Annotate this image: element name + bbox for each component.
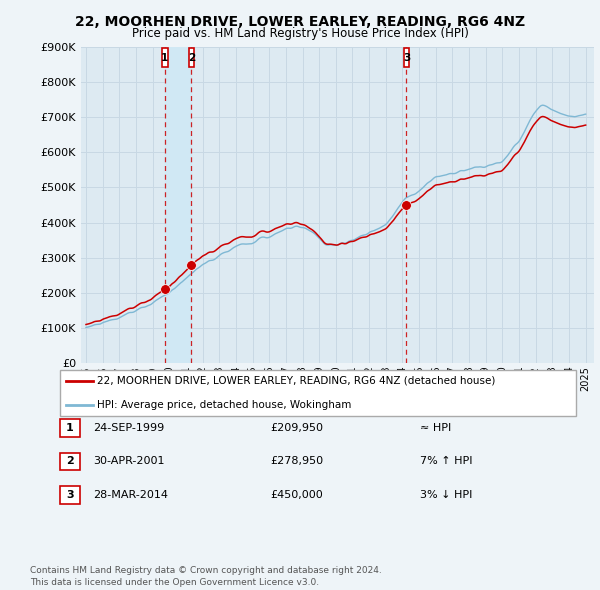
Text: £450,000: £450,000: [270, 490, 323, 500]
Text: 22, MOORHEN DRIVE, LOWER EARLEY, READING, RG6 4NZ (detached house): 22, MOORHEN DRIVE, LOWER EARLEY, READING…: [97, 376, 496, 385]
Text: HPI: Average price, detached house, Wokingham: HPI: Average price, detached house, Woki…: [97, 401, 352, 410]
Text: 3: 3: [403, 53, 410, 63]
Text: 3% ↓ HPI: 3% ↓ HPI: [420, 490, 472, 500]
Text: ≈ HPI: ≈ HPI: [420, 423, 451, 432]
Text: 1: 1: [161, 53, 169, 63]
Bar: [165, 47, 191, 363]
Text: Price paid vs. HM Land Registry's House Price Index (HPI): Price paid vs. HM Land Registry's House …: [131, 27, 469, 40]
Text: 2: 2: [188, 53, 195, 63]
Bar: [188, 48, 194, 67]
Text: 7% ↑ HPI: 7% ↑ HPI: [420, 457, 473, 466]
Bar: [162, 48, 167, 67]
Text: 30-APR-2001: 30-APR-2001: [93, 457, 164, 466]
Text: Contains HM Land Registry data © Crown copyright and database right 2024.
This d: Contains HM Land Registry data © Crown c…: [30, 566, 382, 587]
Text: 1: 1: [66, 423, 74, 432]
Text: 3: 3: [66, 490, 74, 500]
Text: 28-MAR-2014: 28-MAR-2014: [93, 490, 168, 500]
Text: 22, MOORHEN DRIVE, LOWER EARLEY, READING, RG6 4NZ: 22, MOORHEN DRIVE, LOWER EARLEY, READING…: [75, 15, 525, 30]
Text: £209,950: £209,950: [270, 423, 323, 432]
Text: £278,950: £278,950: [270, 457, 323, 466]
Bar: [404, 48, 409, 67]
Text: 24-SEP-1999: 24-SEP-1999: [93, 423, 164, 432]
Text: 2: 2: [66, 457, 74, 466]
